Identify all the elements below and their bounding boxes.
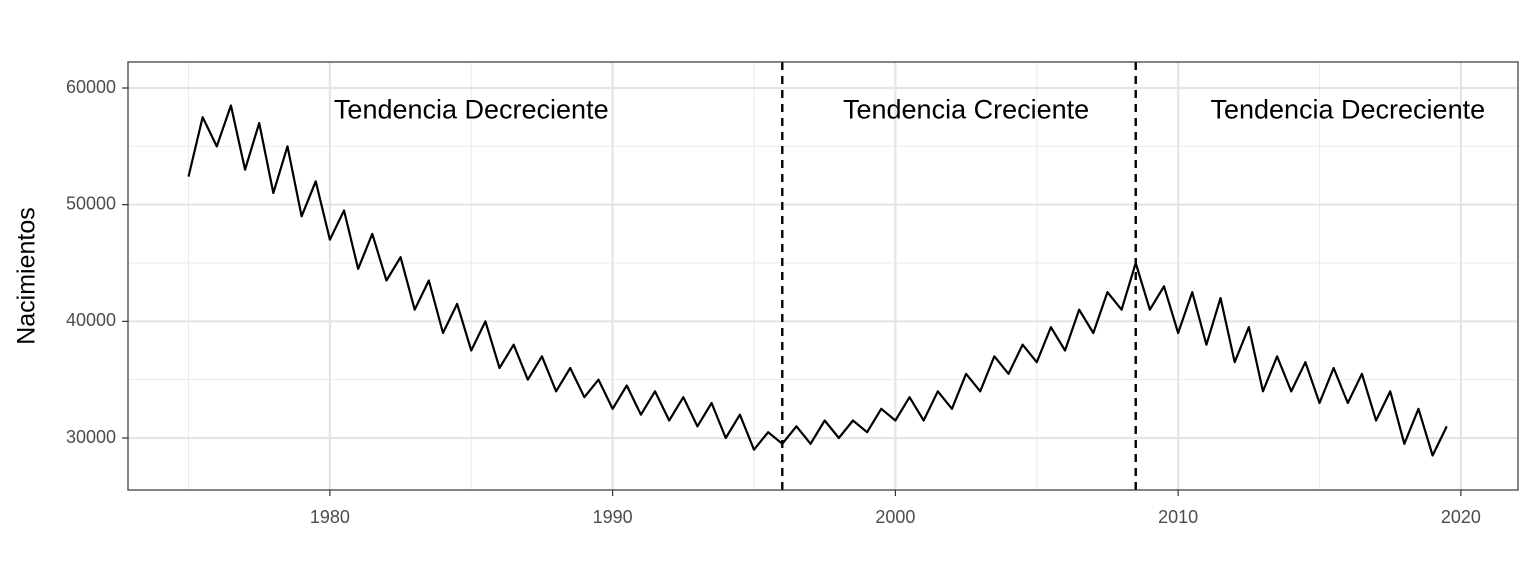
y-tick-label: 40000 xyxy=(66,310,116,330)
y-axis-label: Nacimientos xyxy=(13,207,41,345)
y-tick-label: 30000 xyxy=(66,427,116,447)
x-tick-label: 2000 xyxy=(875,507,915,527)
x-tick-label: 2020 xyxy=(1441,507,1481,527)
x-tick-label: 2010 xyxy=(1158,507,1198,527)
x-tick-label: 1990 xyxy=(593,507,633,527)
annotation: Tendencia Creciente xyxy=(843,94,1089,124)
y-tick-label: 50000 xyxy=(66,193,116,213)
annotation: Tendencia Decreciente xyxy=(334,94,609,124)
y-tick-label: 60000 xyxy=(66,77,116,97)
x-tick-label: 1980 xyxy=(310,507,350,527)
line xyxy=(187,104,1448,457)
annotation: Tendencia Decreciente xyxy=(1210,94,1485,124)
plot-border xyxy=(127,61,1519,491)
